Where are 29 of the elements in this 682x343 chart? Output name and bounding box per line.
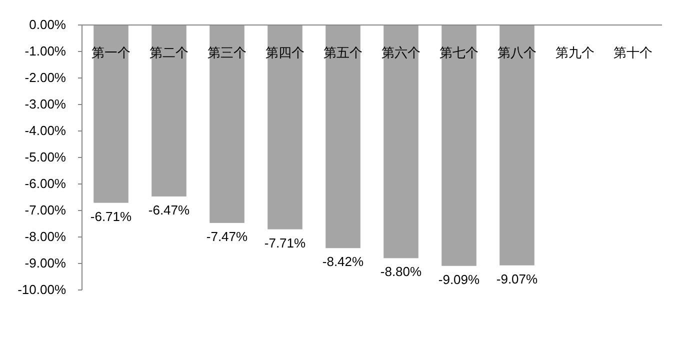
data-label: -8.42% [322,254,364,270]
data-label: -6.47% [148,202,190,218]
y-tick-label: -7.00% [24,202,66,218]
x-tick-label: 第十个 [614,45,652,60]
y-tick-label: -4.00% [24,123,66,138]
y-tick-label: -3.00% [24,96,66,112]
y-tick-label: -6.00% [24,176,66,191]
y-tick-label: -8.00% [24,229,66,244]
data-label: -7.71% [264,235,306,250]
x-tick-label: 第二个 [150,45,188,60]
y-tick-label: -9.00% [24,256,66,270]
x-tick-label: 第四个 [266,45,304,60]
y-tick-label: -2.00% [24,70,66,85]
data-label: -7.47% [206,228,248,244]
x-tick-label: 第六个 [382,45,420,60]
y-tick-label: -1.00% [24,44,66,58]
y-tick-label: -10.00% [18,282,66,297]
y-tick-label: -5.00% [24,150,66,164]
data-label: -8.80% [380,264,422,280]
x-tick-label: 第八个 [498,45,536,60]
x-tick-label: 第三个 [208,45,246,60]
y-tick-label: 0.00% [29,17,66,32]
x-tick-label: 第一个 [92,45,130,60]
data-label: -6.71% [90,208,132,224]
x-tick-label: 第七个 [440,45,478,60]
data-label: -9.09% [438,272,480,287]
x-tick-label: 第九个 [556,45,594,60]
x-tick-label: 第五个 [324,45,362,60]
data-label: -9.07% [496,271,538,286]
